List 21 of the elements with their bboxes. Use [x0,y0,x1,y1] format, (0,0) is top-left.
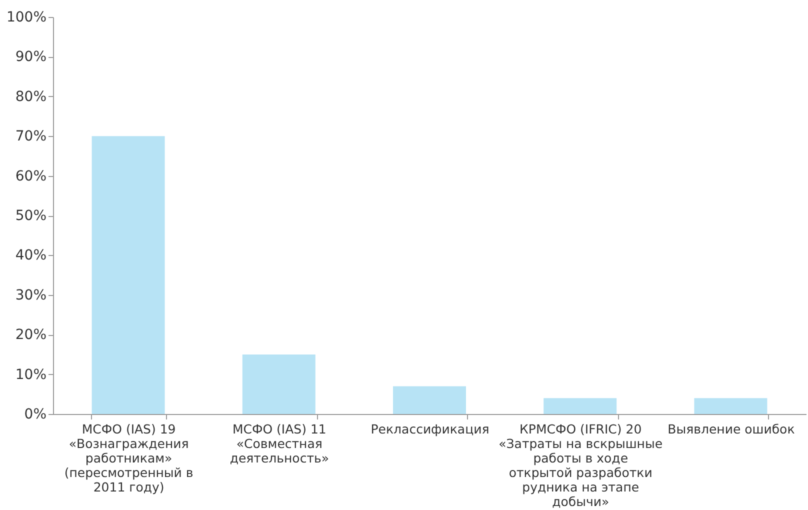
x-tick-label: Реклассификация [370,422,490,436]
bar [544,398,617,414]
bar [92,136,165,414]
y-tick-label: 60% [15,168,46,184]
bar [393,386,466,414]
x-tick-label: Выявление ошибок [668,422,796,436]
y-tick-label: 80% [15,88,46,105]
y-tick-label: 0% [24,406,46,422]
y-tick-label: 50% [15,208,46,224]
y-tick-label: 40% [15,248,46,264]
x-tick-label: КРМСФО (IFRIC) 20 «Затраты на вскрышные работы в ходе открытой разработки рудника на этапе добычи» [498,422,663,509]
y-tick-label: 100% [6,10,46,26]
x-tick-label: МСФО (IAS) 11 «Совместная деятельность» [230,422,329,466]
y-tick-label: 20% [15,327,46,344]
y-tick-label: 30% [15,287,46,304]
y-tick-label: 90% [15,49,46,66]
y-tick-label: 10% [15,366,46,383]
bar [242,354,316,414]
x-tick-label: МСФО (IAS) 19 «Вознаграждения работникам» (пересмотренный в 2011 году) [64,422,194,494]
bar [694,398,768,414]
y-tick-label: 70% [15,128,46,145]
